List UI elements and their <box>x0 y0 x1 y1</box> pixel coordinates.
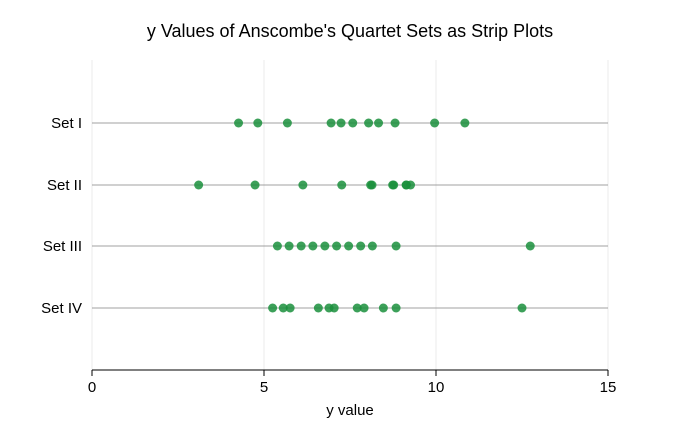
data-point <box>525 241 535 251</box>
data-point <box>374 118 384 128</box>
data-point <box>352 303 362 313</box>
data-point <box>336 118 346 128</box>
y-tick-label: Set III <box>43 238 82 255</box>
grid-lines <box>91 60 609 370</box>
x-tick-label: 0 <box>88 379 96 396</box>
data-point <box>234 118 244 128</box>
data-point <box>278 303 288 313</box>
data-point <box>391 303 401 313</box>
data-point <box>282 118 292 128</box>
data-point <box>344 241 354 251</box>
data-point <box>348 118 358 128</box>
x-axis-label: y value <box>326 402 374 419</box>
data-point <box>272 241 282 251</box>
x-tick-label: 5 <box>260 379 268 396</box>
data-point <box>296 241 306 251</box>
data-point <box>430 118 440 128</box>
data-point <box>324 303 334 313</box>
data-points <box>194 118 535 313</box>
data-point <box>250 180 260 190</box>
x-tick-label: 10 <box>428 379 445 396</box>
data-point <box>366 180 376 190</box>
data-point <box>364 118 374 128</box>
data-point <box>517 303 527 313</box>
data-point <box>367 241 377 251</box>
data-point <box>337 180 347 190</box>
y-tick-label: Set IV <box>41 300 82 317</box>
data-point <box>253 118 263 128</box>
x-axis: 0 5 10 15 <box>88 369 617 396</box>
data-point <box>313 303 323 313</box>
category-rows: Set I Set II Set III Set IV <box>41 115 608 317</box>
x-tick-label: 15 <box>600 379 617 396</box>
data-point <box>308 241 318 251</box>
data-point <box>359 303 369 313</box>
data-point <box>326 118 336 128</box>
data-point <box>285 303 295 313</box>
data-point <box>332 241 342 251</box>
data-point <box>390 118 400 128</box>
chart-title: y Values of Anscombe's Quartet Sets as S… <box>147 21 553 41</box>
data-point <box>298 180 308 190</box>
data-point <box>378 303 388 313</box>
data-point <box>401 180 411 190</box>
y-tick-label: Set II <box>47 177 82 194</box>
data-point <box>268 303 278 313</box>
data-point <box>320 241 330 251</box>
data-point <box>284 241 294 251</box>
data-point <box>391 241 401 251</box>
y-tick-label: Set I <box>51 115 82 132</box>
data-point <box>389 180 399 190</box>
data-point <box>460 118 470 128</box>
data-point <box>194 180 204 190</box>
data-point <box>356 241 366 251</box>
